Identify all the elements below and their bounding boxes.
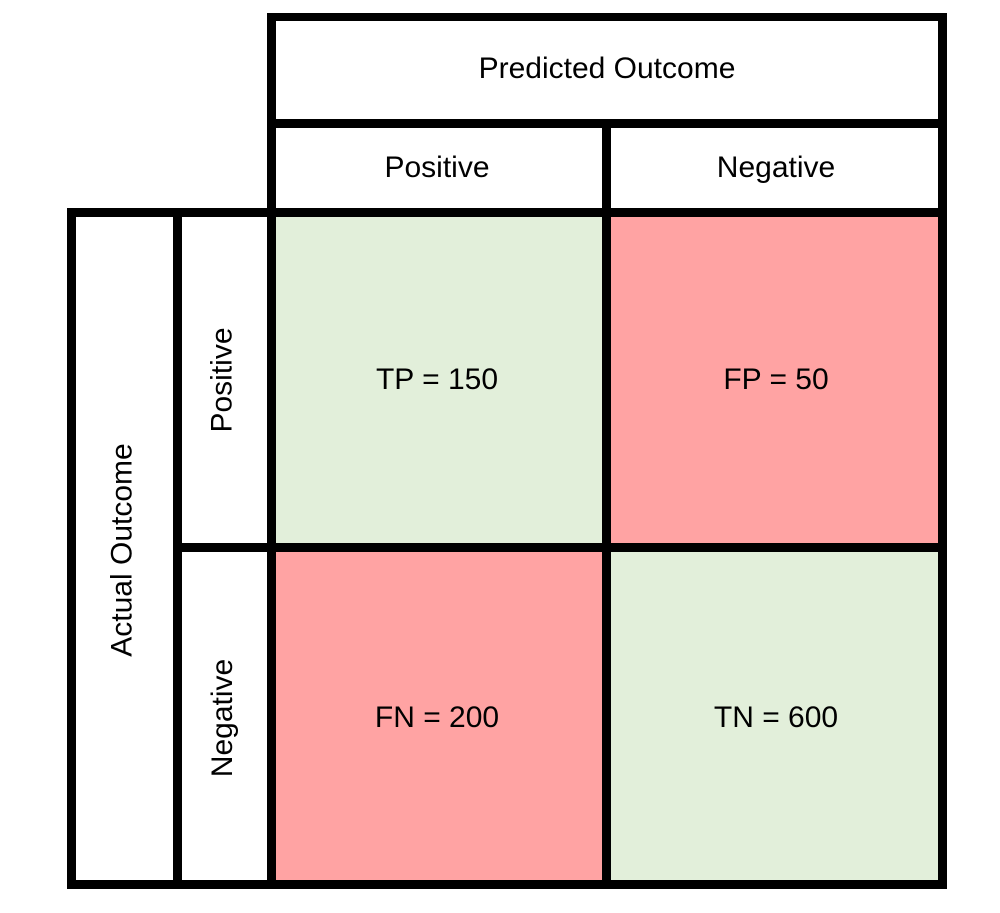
gridline-bottom	[67, 880, 947, 889]
actual-negative-label: Negative	[206, 658, 239, 778]
cell-true-positive-label: TP = 150	[375, 363, 499, 396]
gridline-left	[67, 208, 76, 889]
actual-outcome-header: Actual Outcome	[68, 212, 178, 888]
cell-true-positive: TP = 150	[268, 212, 606, 548]
actual-outcome-title: Actual Outcome	[106, 443, 139, 657]
predicted-negative-header: Negative	[606, 124, 946, 212]
gridline-center	[602, 119, 611, 889]
gridline-header-bottom	[67, 208, 947, 217]
cell-false-positive: FP = 50	[606, 212, 946, 548]
cell-false-positive-label: FP = 50	[723, 363, 829, 396]
gridline-top	[267, 13, 947, 21]
predicted-outcome-title: Predicted Outcome	[478, 52, 736, 85]
actual-positive-label: Positive	[206, 327, 240, 433]
predicted-positive-header: Positive	[268, 124, 606, 212]
predicted-positive-label: Positive	[384, 151, 490, 184]
cell-false-negative: FN = 200	[268, 548, 606, 888]
cell-true-negative: TN = 600	[606, 548, 946, 888]
predicted-outcome-header: Predicted Outcome	[268, 14, 946, 124]
predicted-negative-label: Negative	[716, 151, 836, 184]
actual-negative-header: Negative	[178, 548, 268, 888]
gridline-right	[938, 13, 947, 889]
gridline-middle	[173, 543, 947, 552]
gridline-actual-right	[173, 208, 182, 889]
gridline-cells-left	[267, 13, 276, 889]
cell-true-negative-label: TN = 600	[713, 701, 839, 734]
actual-positive-header: Positive	[178, 212, 268, 548]
cell-false-negative-label: FN = 200	[374, 701, 500, 734]
